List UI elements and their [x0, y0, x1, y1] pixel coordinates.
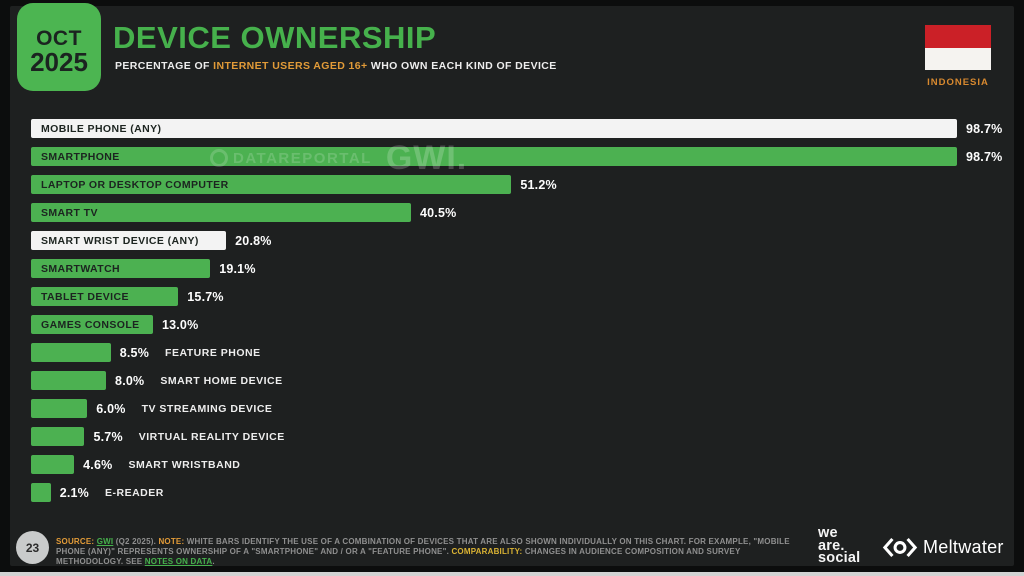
- page-title: DEVICE OWNERSHIP: [113, 20, 437, 55]
- bar-row: 5.7% VIRTUAL REALITY DEVICE: [31, 427, 1006, 446]
- bar-label-outside: TV STREAMING DEVICE: [141, 402, 273, 415]
- indonesia-flag-icon: [925, 25, 991, 70]
- bar-label: TABLET DEVICE: [41, 290, 129, 303]
- country-block: INDONESIA: [925, 25, 991, 88]
- was-line-2: are.: [818, 537, 845, 554]
- date-badge: OCT 2025: [17, 3, 101, 91]
- text-segment: (Q2 2025).: [113, 537, 159, 546]
- bar-label-outside: SMART HOME DEVICE: [160, 374, 283, 387]
- bar: SMARTPHONE: [31, 147, 957, 166]
- bottom-strip: [0, 572, 1024, 576]
- footer-notes: SOURCE: GWI (Q2 2025). NOTE: WHITE BARS …: [56, 537, 804, 567]
- bar: SMART TV: [31, 203, 411, 222]
- text-segment: WHO OWN EACH KIND OF DEVICE: [367, 60, 557, 72]
- bar-row: 4.6% SMART WRISTBAND: [31, 455, 1006, 474]
- bar-value: 19.1%: [219, 261, 256, 276]
- meltwater-wordmark: Meltwater: [923, 537, 1004, 557]
- bar-label: SMARTPHONE: [41, 150, 120, 163]
- bar-value: 51.2%: [520, 177, 557, 192]
- footer-link[interactable]: NOTES ON DATA: [144, 557, 213, 566]
- bar-row: LAPTOP OR DESKTOP COMPUTER 51.2%: [31, 175, 1006, 194]
- bar-row: MOBILE PHONE (ANY) 98.7%: [31, 119, 1006, 138]
- bar: [31, 343, 111, 362]
- badge-year: 2025: [30, 47, 88, 77]
- bar: [31, 399, 88, 418]
- bar-value: 20.8%: [235, 233, 272, 248]
- bar-label: GAMES CONSOLE: [41, 318, 140, 331]
- bar-row: TABLET DEVICE 15.7%: [31, 287, 1006, 306]
- meltwater-eye-icon: [882, 537, 918, 558]
- bar-value: 13.0%: [161, 317, 199, 332]
- bar-row: SMART WRIST DEVICE (ANY) 20.8%: [31, 231, 1006, 250]
- bar-value: 98.7%: [966, 121, 1003, 136]
- bar: [31, 483, 51, 502]
- bar-label: SMARTWATCH: [41, 262, 121, 275]
- bar: LAPTOP OR DESKTOP COMPUTER: [31, 175, 512, 194]
- bar: [31, 371, 107, 390]
- bar: SMARTWATCH: [31, 259, 211, 278]
- bar-label: LAPTOP OR DESKTOP COMPUTER: [41, 178, 229, 191]
- page-number: 23: [25, 540, 40, 555]
- text-segment: INTERNET USERS AGED 16+: [213, 60, 368, 72]
- country-label: INDONESIA: [927, 77, 989, 88]
- bar-label-outside: E-READER: [104, 486, 164, 499]
- was-line-1: we: [818, 525, 838, 541]
- bar-row: SMART TV 40.5%: [31, 203, 1006, 222]
- bar-value: 4.6%: [83, 457, 113, 472]
- bar-row: GAMES CONSOLE 13.0%: [31, 315, 1006, 334]
- text-segment: NOTE:: [158, 537, 185, 546]
- bar: [31, 427, 85, 446]
- bar-row: 8.0% SMART HOME DEVICE: [31, 371, 1006, 390]
- bar: GAMES CONSOLE: [31, 315, 153, 334]
- text-segment: CHANGES IN AUDIENCE COMPOSITION AND SURV…: [56, 547, 741, 566]
- bar-value: 2.1%: [59, 485, 89, 500]
- we-are-social-logo: we are. social: [818, 525, 861, 566]
- text-segment: WHITE BARS IDENTIFY THE USE OF A COMBINA…: [56, 537, 790, 556]
- flag-white-band: [925, 47, 991, 70]
- bar-value: 8.5%: [119, 345, 150, 360]
- bar-chart: MOBILE PHONE (ANY) 98.7% SMARTPHONE 98.7% LA…: [31, 119, 1006, 511]
- bar-value: 98.7%: [966, 149, 1003, 164]
- bar: [31, 455, 75, 474]
- bar-label: MOBILE PHONE (ANY): [41, 122, 162, 135]
- bar-row: 6.0% TV STREAMING DEVICE: [31, 399, 1006, 418]
- bar-value: 40.5%: [419, 205, 457, 220]
- bar-row: 2.1% E-READER: [31, 483, 1006, 502]
- chart-panel: [10, 6, 1014, 566]
- bar-value: 5.7%: [93, 429, 123, 444]
- subtitle: PERCENTAGE OF INTERNET USERS AGED 16+ WH…: [115, 60, 557, 72]
- text-segment: COMPARABILITY:: [451, 547, 523, 556]
- footer-link[interactable]: GWI: [96, 537, 114, 546]
- bar-label-outside: VIRTUAL REALITY DEVICE: [138, 430, 285, 443]
- text-segment: .: [212, 557, 215, 566]
- bar-label: SMART TV: [41, 206, 98, 219]
- bar: TABLET DEVICE: [31, 287, 179, 306]
- was-line-3: social: [818, 550, 861, 566]
- bar-label: SMART WRIST DEVICE (ANY): [41, 234, 199, 247]
- bar-value: 6.0%: [96, 401, 126, 416]
- bar-value: 15.7%: [187, 289, 224, 304]
- bar-row: SMARTWATCH 19.1%: [31, 259, 1006, 278]
- page-number-badge: 23: [16, 531, 49, 564]
- bar-value: 8.0%: [115, 373, 145, 388]
- bar-row: 8.5% FEATURE PHONE: [31, 343, 1006, 362]
- meltwater-logo: Meltwater: [882, 537, 1004, 558]
- text-segment: PERCENTAGE OF: [115, 60, 214, 72]
- badge-month: OCT: [36, 27, 82, 50]
- bar-label-outside: FEATURE PHONE: [165, 346, 261, 359]
- text-segment: SOURCE:: [56, 537, 95, 546]
- flag-red-band: [925, 25, 991, 48]
- bar-row: SMARTPHONE 98.7%: [31, 147, 1006, 166]
- bar-label-outside: SMART WRISTBAND: [128, 458, 241, 471]
- bar: MOBILE PHONE (ANY): [31, 119, 957, 138]
- bar: SMART WRIST DEVICE (ANY): [31, 231, 227, 250]
